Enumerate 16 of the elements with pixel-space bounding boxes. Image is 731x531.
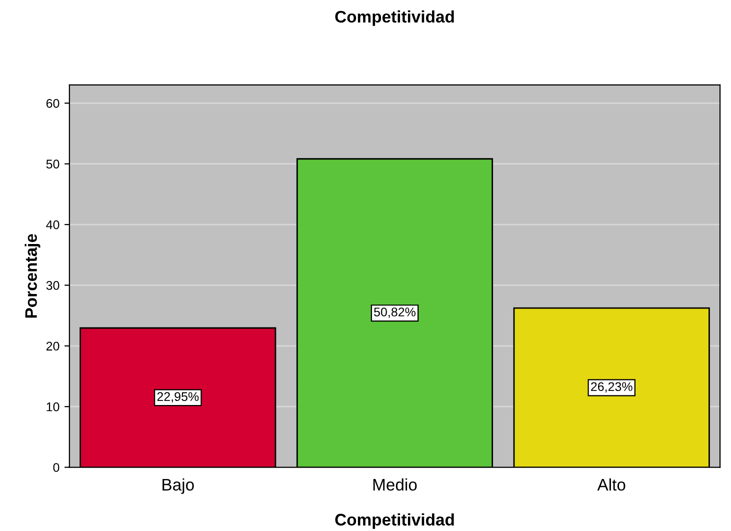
y-tick-label: 40 — [46, 220, 60, 230]
y-tick-label: 20 — [46, 342, 60, 351]
data-label: 22,95% — [157, 392, 199, 402]
y-tick-label: 60 — [46, 98, 60, 108]
x-tick-label: Medio — [373, 478, 417, 491]
y-tick-label: 0 — [53, 463, 60, 472]
y-tick-label: 50 — [46, 160, 60, 169]
data-label: 50,82% — [374, 308, 416, 318]
x-tick-label: Bajo — [162, 478, 194, 494]
y-tick-label: 30 — [46, 281, 60, 290]
data-label: 26,23% — [591, 382, 632, 393]
y-tick-label: 10 — [46, 402, 60, 412]
chart-title: Competitividad — [335, 10, 454, 26]
x-tick-label: Alto — [597, 478, 626, 491]
y-axis-title: Porcentaje — [24, 234, 40, 318]
x-axis-title: Competitividad — [335, 513, 454, 529]
